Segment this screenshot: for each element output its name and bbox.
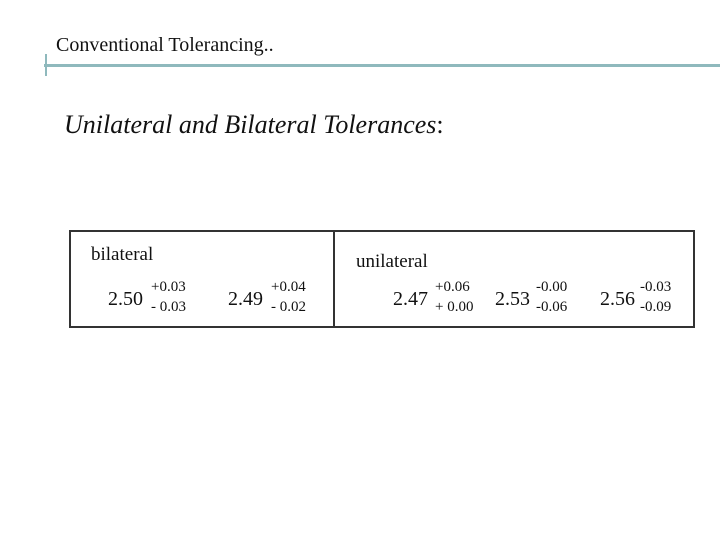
- slide-subtitle: Unilateral and Bilateral Tolerances:: [64, 110, 444, 140]
- tolerance-lower-3: + 0.00: [435, 299, 474, 315]
- tolerance-base-1: 2.50: [108, 288, 143, 310]
- bilateral-label: bilateral: [91, 244, 154, 265]
- header-tick: [45, 54, 47, 76]
- tolerance-base-5: 2.56: [600, 288, 635, 310]
- tolerance-lower-2: - 0.02: [271, 299, 306, 315]
- slide-title: Conventional Tolerancing..: [56, 34, 274, 56]
- tolerance-lower-1: - 0.03: [151, 299, 186, 315]
- table-divider: [333, 232, 335, 326]
- tolerance-lower-4: -0.06: [536, 299, 568, 315]
- subtitle-text: Unilateral and Bilateral Tolerances: [64, 110, 437, 139]
- tolerance-upper-5: -0.03: [640, 279, 672, 295]
- tolerance-upper-1: +0.03: [151, 279, 186, 295]
- tolerance-base-3: 2.47: [393, 288, 428, 310]
- tolerance-base-4: 2.53: [495, 288, 530, 310]
- header-rule: [44, 64, 720, 67]
- subtitle-colon: :: [436, 110, 444, 139]
- tolerance-lower-5: -0.09: [640, 299, 672, 315]
- tolerance-upper-2: +0.04: [271, 279, 306, 295]
- tolerance-base-2: 2.49: [228, 288, 263, 310]
- tolerance-table: bilateral unilateral 2.50 +0.03 - 0.03 2…: [69, 230, 695, 328]
- tolerance-upper-3: +0.06: [435, 279, 470, 295]
- unilateral-label: unilateral: [356, 251, 428, 272]
- tolerance-upper-4: -0.00: [536, 279, 568, 295]
